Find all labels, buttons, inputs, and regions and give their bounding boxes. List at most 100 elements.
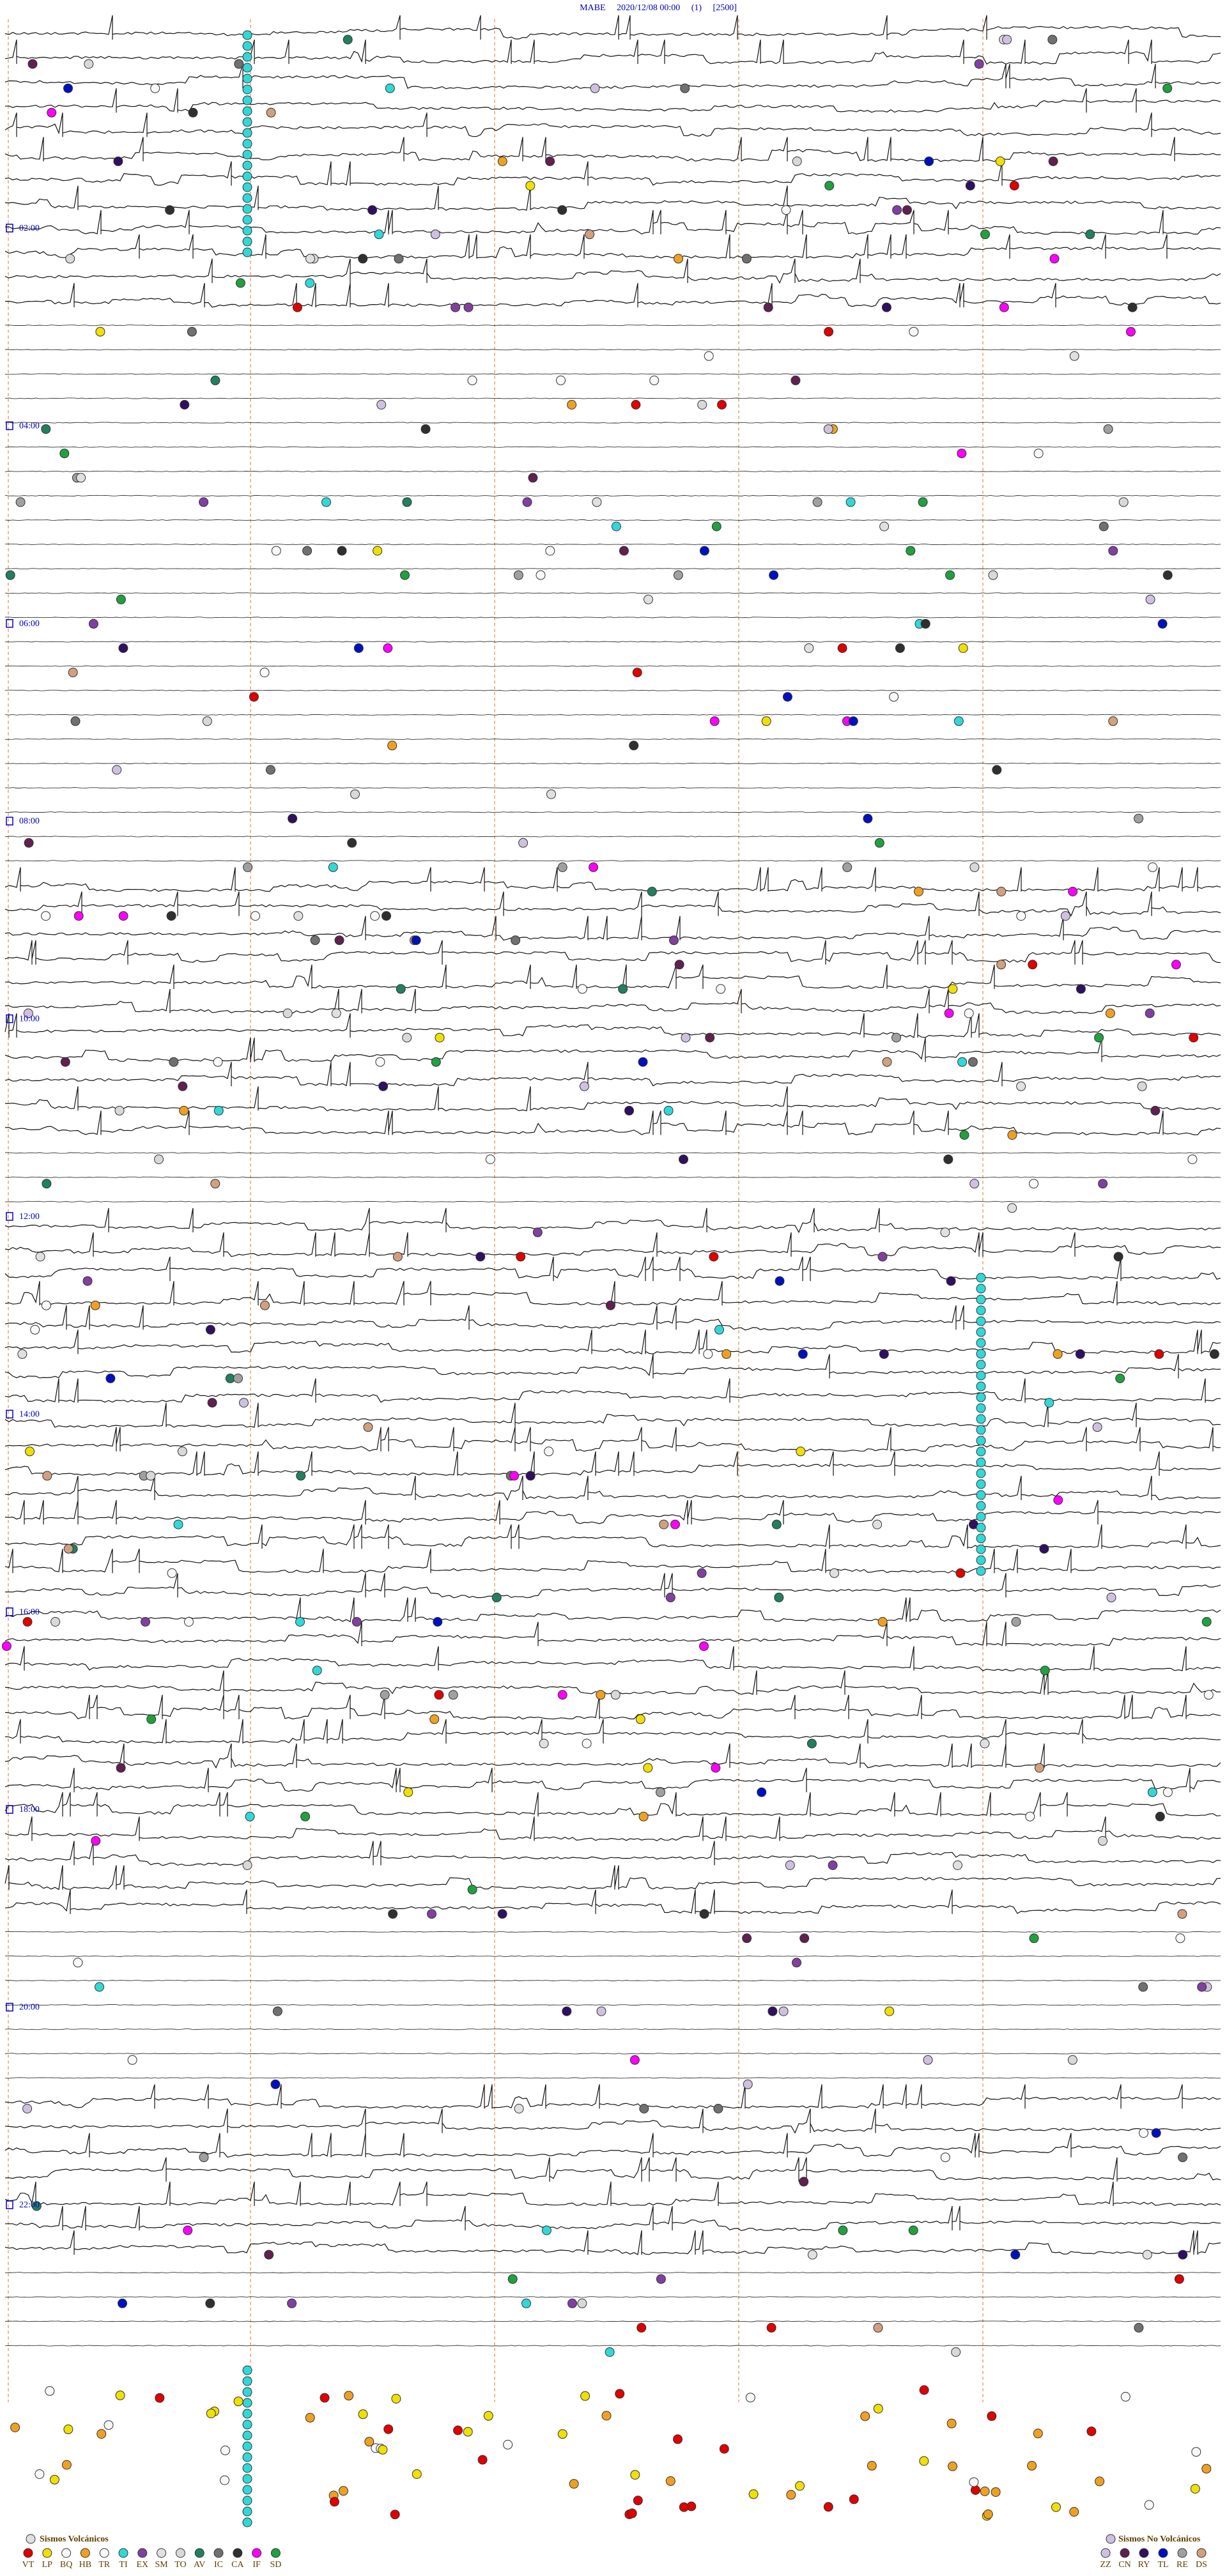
event-dot [312,1666,322,1676]
event-dot [41,1300,51,1310]
legend-swatch [157,2548,167,2558]
event-dot [320,2393,330,2403]
trace [4,137,1221,162]
event-dot [1049,254,1060,264]
event-dot [1069,2507,1079,2517]
trace [4,1256,1221,1282]
event-dot [47,107,57,118]
event-dot [402,1032,412,1043]
event-dot [601,2411,612,2421]
trace [4,836,1221,838]
event-dot [557,1690,567,1700]
event-dot [920,618,930,629]
event-dot [242,30,252,40]
legend-swatch [213,2548,224,2558]
event-dot [242,2463,252,2473]
event-dot [150,83,160,93]
event-dot [1134,813,1144,824]
trace [4,1110,1221,1135]
event-dot [999,302,1009,312]
event-dot [364,2437,374,2447]
event-dot [946,2418,957,2428]
event-dot [242,128,252,138]
event-dot [90,1300,100,1310]
trace [4,1354,1221,1379]
event-dot [1075,1349,1085,1359]
event-dot [1099,521,1109,532]
event-dot [1151,2128,1161,2138]
event-dot [374,229,384,240]
legend-swatch [1100,2548,1111,2558]
event-dot [992,765,1002,775]
event-dot [1053,1349,1063,1359]
event-dot [703,1349,713,1359]
hour-label: 06:00 [19,619,40,629]
trace [4,88,1221,113]
trace [4,519,1221,521]
event-dot [1002,34,1012,45]
event-dot [649,375,660,385]
event-dot [1145,1008,1155,1018]
event-dot [1034,1763,1044,1773]
event-dot [713,2104,723,2113]
event-dot [872,1519,883,1529]
event-dot [848,716,858,726]
event-dot [791,375,801,385]
trace [4,2320,1221,2322]
event-dot [980,1738,990,1749]
event-dot [213,1105,224,1116]
hour-marker [6,1805,13,1814]
event-dot [1029,1933,1039,1943]
event-dot [249,692,259,702]
event-dot [24,838,34,848]
event-dot [70,716,81,726]
event-dot [84,59,94,69]
event-dot [557,2429,567,2439]
event-dot [619,546,629,556]
trace [4,1281,1221,1306]
event-dot [260,1300,270,1310]
event-dot [300,1811,311,1821]
trace [4,2133,1221,2158]
hour-label: 14:00 [19,1409,40,1419]
event-dot [403,1787,413,1797]
event-dot [792,1958,801,1968]
trace [4,1865,1221,1890]
trace [4,1499,1221,1525]
trace [4,2181,1221,2206]
trace [4,689,1221,691]
event-dot [786,2490,796,2500]
event-dot [463,2426,473,2437]
event-dot [969,1179,980,1189]
trace [4,1719,1221,1744]
event-dot [679,2502,689,2512]
header-title: MABE 2020/12/08 00:00 (1) [2500] [580,3,737,13]
event-dot [259,668,270,678]
event-dot [394,254,404,264]
hour-label: 10:00 [19,1015,40,1024]
event-dot [605,1300,615,1310]
event-dot [154,1154,164,1165]
event-dot [295,1617,305,1627]
event-dot [242,2409,252,2419]
event-dot [940,1227,950,1238]
legend-code: ZZ [1100,2560,1111,2570]
event-dot [1076,984,1086,994]
event-dot [976,1468,986,1478]
event-dot [995,157,1005,166]
event-dot [242,2485,252,2495]
event-dot [210,375,220,385]
event-dot [383,2424,394,2434]
event-dot [305,2412,315,2423]
event-dot [503,2439,513,2450]
event-dot [358,2409,368,2419]
event-dot [596,1690,606,1700]
event-dot [953,1860,962,1870]
event-dot [35,1252,45,1262]
event-dot [877,1252,888,1262]
legend-code: SM [155,2560,168,2570]
event-dot [30,1324,40,1335]
event-dot [909,326,919,337]
event-dot [169,1057,179,1067]
